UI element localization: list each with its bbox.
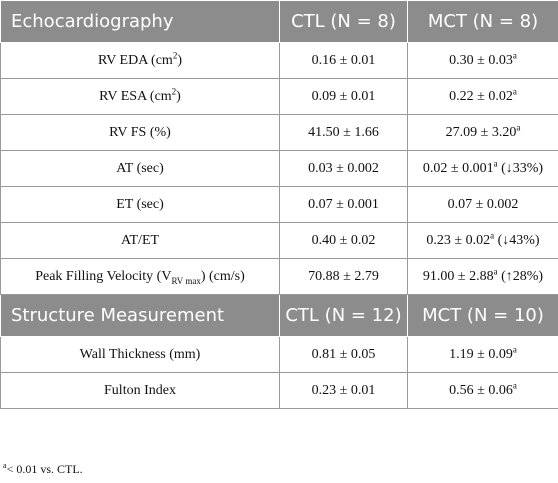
- table-row: AT (sec) 0.03 ± 0.002 0.02 ± 0.001a (↓33…: [0, 150, 558, 187]
- parameter-cell: Fulton Index: [0, 372, 280, 409]
- structure-header-row: Structure Measurement CTL (N = 12) MCT (…: [0, 294, 558, 337]
- mct-value: 0.30 ± 0.03a: [407, 42, 558, 79]
- ctl-value: 0.81 ± 0.05: [279, 336, 408, 373]
- ctl-value: 0.07 ± 0.001: [279, 186, 408, 223]
- mct-value: 0.07 ± 0.002: [407, 186, 558, 223]
- parameter-cell: Wall Thickness (mm): [0, 336, 280, 373]
- echocardiography-header-row: Echocardiography CTL (N = 8) MCT (N = 8): [0, 0, 558, 43]
- parameter-cell: Peak Filling Velocity (VRV max) (cm/s): [0, 258, 280, 295]
- table-row: ET (sec) 0.07 ± 0.001 0.07 ± 0.002: [0, 186, 558, 223]
- parameter-cell: RV FS (%): [0, 114, 280, 151]
- mct-value: 0.02 ± 0.001a (↓33%): [407, 150, 558, 187]
- mct-value: 0.56 ± 0.06a: [407, 372, 558, 409]
- footnote: a< 0.01 vs. CTL.: [3, 461, 83, 477]
- ctl-value: 70.88 ± 2.79: [279, 258, 408, 295]
- ctl-header: CTL (N = 8): [279, 0, 408, 43]
- ctl-value: 41.50 ± 1.66: [279, 114, 408, 151]
- ctl-value: 0.03 ± 0.002: [279, 150, 408, 187]
- mct-value: 0.22 ± 0.02a: [407, 78, 558, 115]
- parameter-cell: ET (sec): [0, 186, 280, 223]
- parameter-cell: AT (sec): [0, 150, 280, 187]
- mct-value: 91.00 ± 2.88a (↑28%): [407, 258, 558, 295]
- structure-measurement-header: Structure Measurement: [0, 294, 280, 337]
- ctl-value: 0.23 ± 0.01: [279, 372, 408, 409]
- ctl-value: 0.40 ± 0.02: [279, 222, 408, 259]
- mct-value: 27.09 ± 3.20a: [407, 114, 558, 151]
- table-row: RV EDA (cm2) 0.16 ± 0.01 0.30 ± 0.03a: [0, 42, 558, 79]
- ctl-header: CTL (N = 12): [279, 294, 408, 337]
- ctl-value: 0.09 ± 0.01: [279, 78, 408, 115]
- mct-header: MCT (N = 10): [407, 294, 558, 337]
- echocardiography-header: Echocardiography: [0, 0, 280, 43]
- table-row: Peak Filling Velocity (VRV max) (cm/s) 7…: [0, 258, 558, 295]
- parameter-cell: RV EDA (cm2): [0, 42, 280, 79]
- table-row: AT/ET 0.40 ± 0.02 0.23 ± 0.02a (↓43%): [0, 222, 558, 259]
- table-row: RV ESA (cm2) 0.09 ± 0.01 0.22 ± 0.02a: [0, 78, 558, 115]
- mct-header: MCT (N = 8): [407, 0, 558, 43]
- mct-value: 1.19 ± 0.09a: [407, 336, 558, 373]
- table-row: Wall Thickness (mm) 0.81 ± 0.05 1.19 ± 0…: [0, 336, 558, 373]
- parameter-cell: RV ESA (cm2): [0, 78, 280, 115]
- table-row: Fulton Index 0.23 ± 0.01 0.56 ± 0.06a: [0, 372, 558, 409]
- ctl-value: 0.16 ± 0.01: [279, 42, 408, 79]
- parameter-cell: AT/ET: [0, 222, 280, 259]
- mct-value: 0.23 ± 0.02a (↓43%): [407, 222, 558, 259]
- table-row: RV FS (%) 41.50 ± 1.66 27.09 ± 3.20a: [0, 114, 558, 151]
- results-table: Echocardiography CTL (N = 8) MCT (N = 8)…: [0, 0, 558, 409]
